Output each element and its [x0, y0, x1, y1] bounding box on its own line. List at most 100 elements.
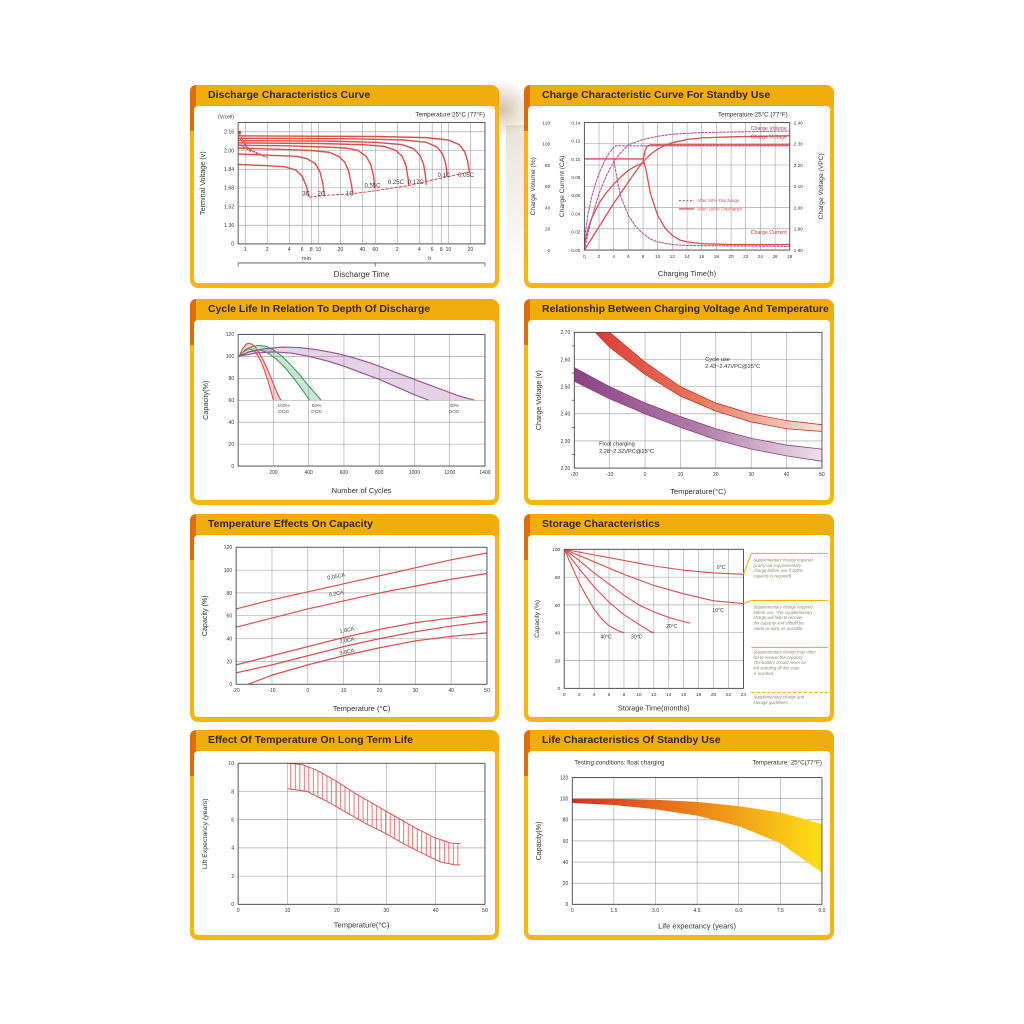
svg-text:1.36: 1.36: [224, 223, 234, 229]
panel-title: Effect Of Temperature On Long Term Life: [190, 730, 499, 751]
svg-text:30: 30: [383, 908, 389, 914]
svg-text:24: 24: [741, 692, 747, 698]
svg-text:20: 20: [728, 254, 734, 259]
svg-text:Charge Current (CA): Charge Current (CA): [559, 155, 566, 217]
svg-text:-10: -10: [606, 472, 613, 478]
svg-text:2.40: 2.40: [560, 412, 570, 418]
svg-text:Supplementary charge may often: Supplementary charge may often fail to re…: [753, 650, 816, 676]
svg-text:8: 8: [440, 247, 443, 253]
svg-text:1C: 1C: [346, 190, 354, 197]
discharge-characteristics-chart: 1 2 4 6 8 10 20 40 60 2 4 6 8 10 2001.361.521.681.842.…: [199, 110, 486, 279]
panel-long-term-life: Effect Of Temperature On Long Term Life …: [190, 730, 499, 940]
svg-text:Temperature(°C): Temperature(°C): [670, 487, 726, 496]
svg-text:40: 40: [448, 688, 454, 694]
svg-text:1.52: 1.52: [224, 204, 234, 210]
svg-text:1400: 1400: [479, 470, 490, 476]
svg-text:Temperature(°C): Temperature(°C): [334, 920, 390, 929]
svg-text:0.04: 0.04: [571, 211, 580, 216]
svg-text:100: 100: [552, 547, 560, 553]
svg-text:0.10: 0.10: [571, 157, 580, 162]
panel-title: Cycle Life In Relation To Depth Of Disch…: [190, 299, 499, 320]
svg-text:12: 12: [651, 692, 657, 698]
chart-body: 0 2 4 6 8 10 12 14 16 18 20 22 24 0 20 40 60 80 100 Capacit…: [528, 535, 830, 717]
svg-text:10°C: 10°C: [712, 608, 724, 614]
svg-text:2: 2: [598, 254, 601, 259]
svg-text:2.20: 2.20: [794, 163, 803, 168]
svg-text:Charge Volume (%): Charge Volume (%): [530, 157, 537, 215]
svg-text:1: 1: [244, 247, 247, 253]
svg-text:20: 20: [555, 658, 561, 664]
panel-title: Life Characteristics Of Standby Use: [524, 730, 834, 751]
svg-text:120: 120: [560, 775, 569, 781]
svg-text:40: 40: [784, 472, 790, 478]
svg-text:Supplementary charge required(: Supplementary charge required (Carry out …: [753, 558, 813, 579]
svg-text:20: 20: [563, 881, 569, 887]
panel-accent: [524, 299, 530, 345]
svg-text:1200: 1200: [444, 470, 455, 476]
svg-text:0: 0: [565, 902, 568, 908]
svg-text:80: 80: [555, 575, 561, 581]
svg-text:6: 6: [608, 692, 611, 698]
svg-text:Temperature: 25°C(77°F): Temperature: 25°C(77°F): [752, 758, 822, 766]
panel-accent: [190, 514, 196, 560]
svg-text:16: 16: [699, 254, 705, 259]
panel-title: Storage Characteristics: [524, 514, 834, 535]
svg-text:22: 22: [726, 692, 732, 698]
svg-text:20: 20: [711, 692, 717, 698]
svg-text:8: 8: [231, 789, 234, 795]
chart-body: 0 10 20 30 40 50 0 2 4 6 8 10 Lift Expectancy (years…: [194, 751, 495, 935]
long-term-life-chart: 0 10 20 30 40 50 0 2 4 6 8 10 Lift Expectancy (years…: [202, 761, 488, 929]
panel-temperature-effects: Temperature Effects On Capacity -20 -10 0 1…: [190, 514, 499, 722]
svg-text:18: 18: [696, 692, 702, 698]
panel-accent: [524, 514, 530, 560]
svg-text:-10: -10: [268, 688, 275, 694]
svg-text:0.08: 0.08: [571, 175, 580, 180]
svg-text:20°C: 20°C: [666, 624, 678, 630]
svg-text:24: 24: [758, 254, 764, 259]
svg-text:26: 26: [772, 254, 778, 259]
svg-text:28: 28: [787, 254, 793, 259]
svg-text:40°C: 40°C: [600, 634, 612, 640]
svg-text:4: 4: [288, 247, 291, 253]
svg-text:30: 30: [748, 472, 754, 478]
svg-text:2: 2: [231, 874, 234, 880]
chart-body: 0 1.5 3.0 4.5 6.0 7.5 9.0 0 20 40 60 80 100 120 Capaci…: [528, 751, 830, 935]
svg-text:0.55C: 0.55C: [364, 182, 381, 189]
svg-text:6: 6: [431, 247, 434, 253]
svg-text:Temperature:25°C (77°F): Temperature:25°C (77°F): [718, 110, 788, 118]
panel-life-standby-use: Life Characteristics Of Standby Use 0 1.5…: [524, 730, 834, 940]
svg-text:0: 0: [548, 248, 551, 253]
svg-text:8: 8: [623, 692, 626, 698]
svg-text:60: 60: [545, 184, 551, 189]
svg-text:200: 200: [269, 470, 278, 476]
svg-text:22: 22: [743, 254, 749, 259]
panel-accent: [190, 85, 196, 131]
svg-text:30%DOD: 30% DOD: [449, 403, 460, 415]
svg-text:2: 2: [578, 692, 581, 698]
svg-text:30: 30: [413, 688, 419, 694]
svg-text:10: 10: [285, 908, 291, 914]
svg-text:60: 60: [229, 398, 235, 404]
svg-text:Capacity(%): Capacity(%): [535, 821, 543, 860]
svg-text:100: 100: [226, 354, 235, 360]
chart-body: 1 2 4 6 8 10 20 40 60 2 4 6 8 10 20 0 1.36 1.52 1.68 1.84 2.…: [194, 106, 495, 283]
svg-text:10: 10: [341, 688, 347, 694]
svg-text:0.00: 0.00: [571, 248, 580, 253]
svg-text:0: 0: [231, 464, 234, 470]
svg-text:0.25C: 0.25C: [388, 179, 405, 186]
svg-text:120: 120: [542, 120, 550, 125]
svg-text:0.12: 0.12: [571, 139, 580, 144]
svg-text:20: 20: [545, 227, 551, 232]
svg-text:0: 0: [644, 472, 647, 478]
chart-body: -20 -10 0 10 20 30 40 50 2.20 2.30 2.40 2.50 2.60 2.7…: [528, 320, 830, 500]
svg-text:Charge Volume: Charge Volume: [751, 126, 787, 132]
svg-text:4.5: 4.5: [694, 908, 701, 914]
panel-accent: [524, 730, 530, 776]
svg-text:0.2CA: 0.2CA: [328, 590, 344, 599]
svg-text:14: 14: [684, 254, 690, 259]
svg-text:4: 4: [231, 846, 234, 852]
svg-text:2.00: 2.00: [794, 205, 803, 210]
panel-discharge-characteristics: Discharge Characteristics Curve 1 2 4 6 8 10 2…: [190, 85, 499, 288]
